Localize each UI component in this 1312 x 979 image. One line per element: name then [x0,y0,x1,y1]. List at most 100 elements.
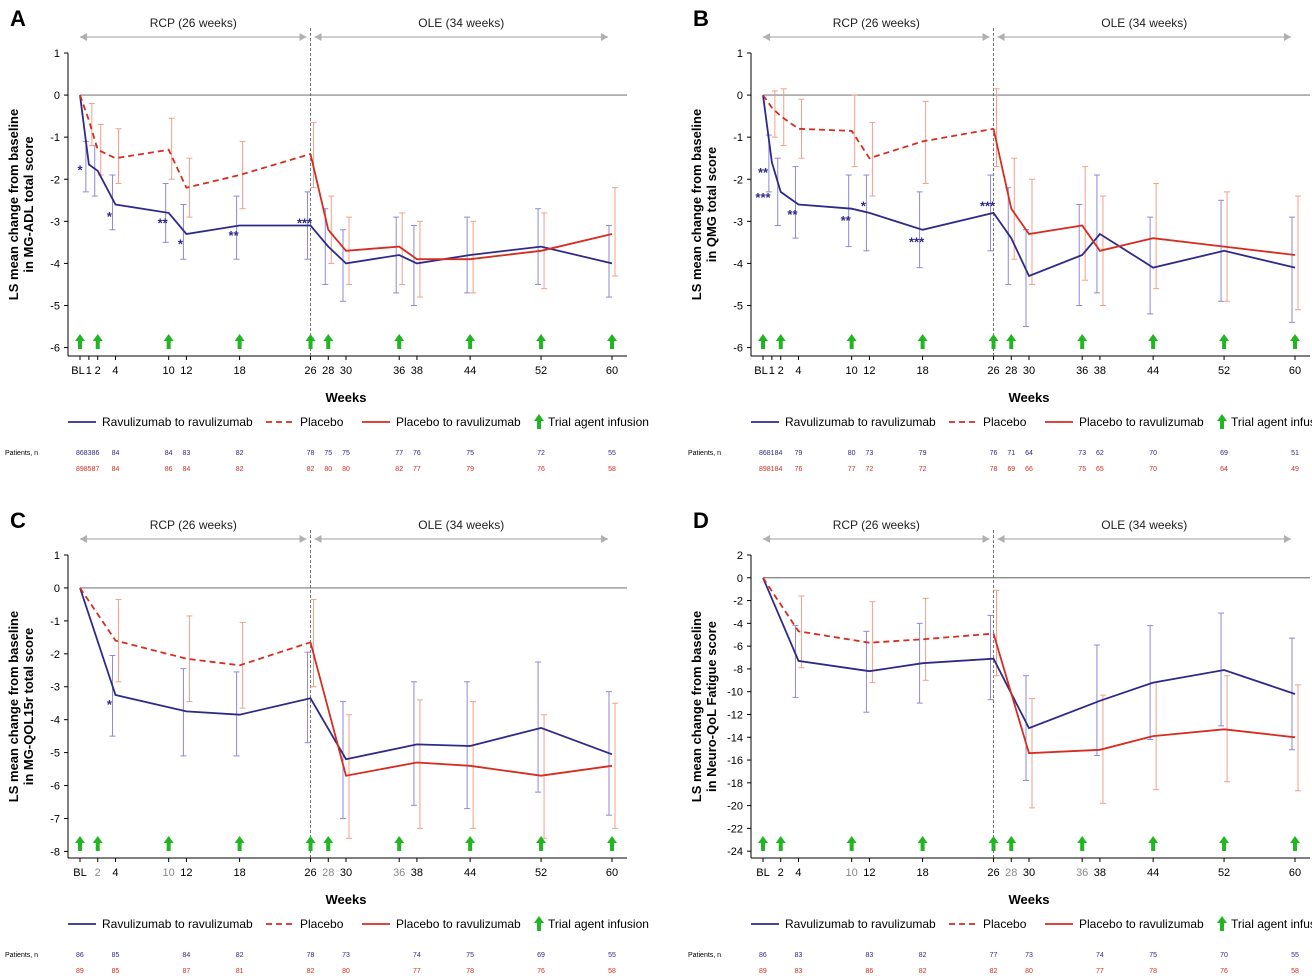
y-axis-label: LS mean change from baseline [689,109,704,300]
patients-count: 70 [1220,952,1228,959]
patients-count: 76 [990,450,998,457]
patients-count: 55 [1291,952,1299,959]
panel-c: C LS mean change from baseline in MG-QOL15… [5,508,649,975]
up-arrow-icon [92,334,103,349]
up-arrow-icon [305,334,316,349]
period-arrow-head [997,535,1005,543]
up-arrow-icon [1219,334,1230,349]
significance-mark: *** [755,190,771,205]
x-tick-label: 2 [778,867,784,879]
period-label: OLE (34 weeks) [1101,16,1187,30]
y-tick-label: -20 [727,801,743,813]
significance-mark: * [861,199,867,214]
patients-count: 49 [1291,466,1299,473]
x-tick-label: 4 [112,365,118,377]
up-arrow-icon [775,836,786,851]
panel-a: A LS mean change from baseline in MG-ADL t… [5,6,649,473]
series-line-placebo [79,587,311,667]
y-tick-label: -1 [733,132,743,144]
y-tick-label: 0 [737,573,743,585]
panel-letter: D [693,508,709,533]
patients-count: 62 [1096,450,1104,457]
x-tick-label: 36 [1076,365,1088,377]
patients-count: 78 [1149,968,1157,975]
x-tick-label: 26 [987,867,999,879]
x-tick-label: 60 [606,867,618,879]
patients-count: 86 [759,952,767,959]
patients-count: 84 [183,952,191,959]
x-tick-label: 1 [769,365,775,377]
series-line-placebo [762,577,994,644]
patients-count: 86 [76,952,84,959]
patients-count: 77 [990,952,998,959]
y-tick-label: 1 [54,48,60,60]
patients-count: 55 [608,952,616,959]
patients-count: 72 [919,466,927,473]
y-tick-label: -3 [50,216,60,228]
panel-d: D LS mean change from baseline in Neuro-Qo… [688,508,1312,975]
patients-count: 66 [1025,466,1033,473]
y-axis-label: LS mean change from baseline [6,109,21,300]
y-tick-label: -5 [50,748,60,760]
patients-count: 85 [112,952,120,959]
y-tick-label: -1 [50,132,60,144]
patients-count: 82 [307,466,315,473]
patients-count: 83 [795,968,803,975]
patients-count: 84 [183,466,191,473]
up-arrow-icon [846,836,857,851]
panel-b: B LS mean change from baseline in QMG tota… [688,6,1312,473]
x-tick-label: BL [754,365,767,377]
patients-count: 868386 [76,450,99,457]
y-tick-label: -2 [50,174,60,186]
y-tick-label: 0 [737,90,743,102]
series-line-placebo-to-ravulizumab [992,633,1296,755]
y-tick-label: -6 [733,641,743,653]
patients-count: 82 [307,968,315,975]
y-tick-label: -10 [727,687,743,699]
panel-letter: B [693,6,709,31]
patients-count: 86 [165,466,173,473]
x-tick-label: 10 [846,867,858,879]
x-tick-label: 30 [340,365,352,377]
legend-label: Ravulizumab to ravulizumab [102,415,253,429]
panel-letter: C [10,508,26,533]
period-arrow-head [1284,33,1291,41]
series-line-placebo-to-ravulizumab [992,128,1296,256]
period-label: RCP (26 weeks) [150,16,237,30]
period-arrow-head [1284,535,1291,543]
patients-count: 83 [866,952,874,959]
legend-label: Placebo [983,415,1027,429]
patients-count: 76 [537,968,545,975]
patients-count: 69 [537,952,545,959]
y-tick-label: -5 [50,301,60,313]
x-tick-label: 52 [535,867,547,879]
patients-count: 77 [1096,968,1104,975]
series-line-placebo-to-ravulizumab [309,642,613,777]
x-tick-label: 18 [916,867,928,879]
patients-count: 77 [413,968,421,975]
y-tick-label: -2 [733,174,743,186]
up-arrow-icon [234,836,245,851]
patients-count: 84 [112,450,120,457]
period-arrow-head [80,535,87,543]
significance-mark: ** [841,213,852,228]
y-tick-label: -1 [50,616,60,628]
up-arrow-icon [465,836,476,851]
patients-count: 65 [1096,466,1104,473]
series-line-placebo [762,94,994,160]
up-arrow-icon [323,334,334,349]
up-arrow-icon [607,836,617,851]
period-arrow-head [80,33,87,41]
patients-count: 76 [795,466,803,473]
patients-count: 75 [342,450,350,457]
up-arrow-icon [75,334,85,349]
patients-label: Patients, n [688,450,721,457]
up-arrow-icon [1077,334,1088,349]
legend-label: Placebo [983,917,1027,931]
patients-label: Patients, n [5,952,38,959]
x-tick-label: 30 [1023,365,1035,377]
up-arrow-icon [1077,836,1088,851]
y-tick-label: -4 [733,258,743,270]
patients-count: 89 [759,968,767,975]
patients-count: 70 [1149,450,1157,457]
